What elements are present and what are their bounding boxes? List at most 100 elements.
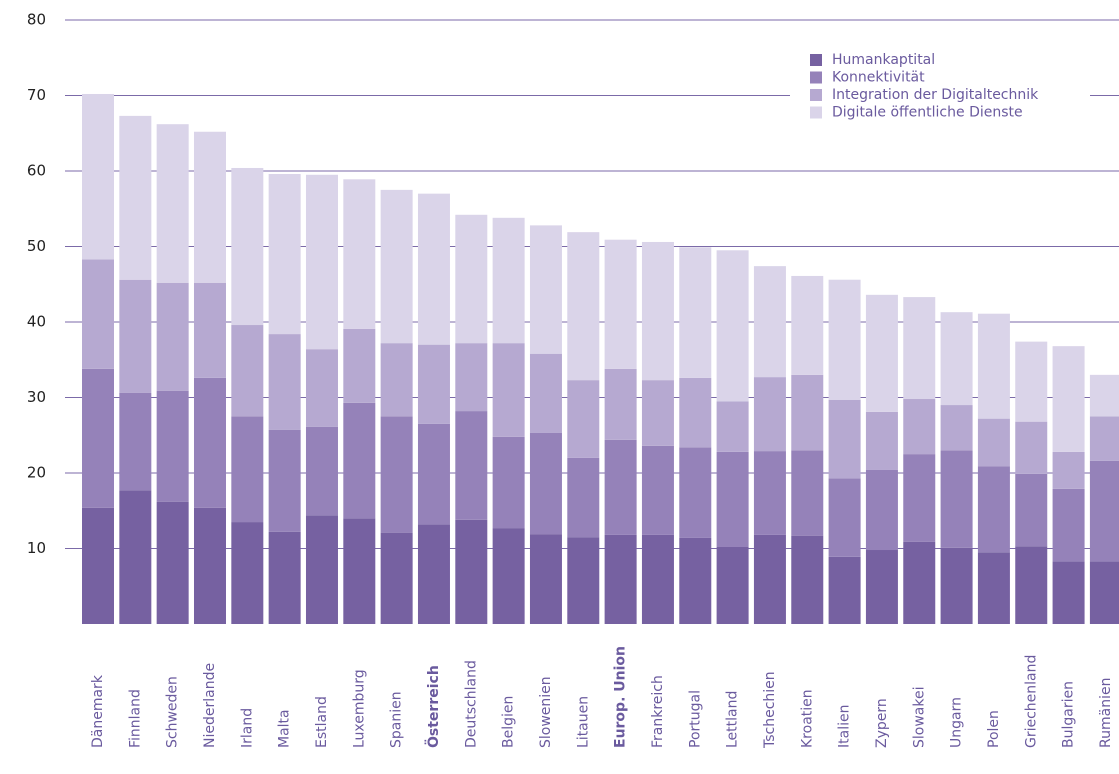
bar-segment <box>193 377 226 508</box>
legend-label: Digitale öffentliche Dienste <box>832 105 1023 121</box>
bar-segment <box>343 179 376 329</box>
bar-segment <box>1052 488 1085 562</box>
bar-segment <box>716 401 749 452</box>
bar-segment <box>977 552 1010 624</box>
bar-segment <box>529 432 562 535</box>
y-tick-label: 40 <box>27 313 46 331</box>
bar-segment <box>343 402 376 519</box>
bar-segment <box>940 450 973 548</box>
bar-segment <box>604 239 637 369</box>
bar-segment <box>492 528 525 624</box>
x-tick-label: Portugal <box>687 690 703 748</box>
legend-label: Konnektivität <box>832 70 925 86</box>
bar-segment <box>268 429 301 532</box>
bar-segment <box>455 411 488 520</box>
bar-segment <box>791 374 824 451</box>
bar-segment <box>641 380 674 446</box>
y-tick-label: 10 <box>27 539 46 557</box>
bar-segment <box>679 447 712 538</box>
bar-segment <box>193 131 226 283</box>
bar-segment <box>1015 546 1048 624</box>
bar-segment <box>1089 416 1119 461</box>
x-tick-label: Spanien <box>389 691 405 748</box>
x-tick-label: Finnland <box>127 689 143 748</box>
x-tick-label: Belgien <box>501 696 517 748</box>
bar-segment <box>641 534 674 624</box>
x-tick-label: Bulgarien <box>1061 681 1077 748</box>
x-tick-label: Litauen <box>575 696 591 748</box>
bar-segment <box>903 454 936 542</box>
bar-segment <box>567 537 600 624</box>
bar-segment <box>641 241 674 381</box>
y-tick-label: 60 <box>27 162 46 180</box>
legend-label: Integration der Digitaltechnik <box>832 87 1039 103</box>
bar-segment <box>380 189 413 344</box>
bar-segment <box>865 469 898 551</box>
bar-segment <box>716 546 749 624</box>
bar-segment <box>305 174 338 350</box>
x-tick-label: Schweden <box>165 676 181 748</box>
bar-segment <box>791 535 824 624</box>
x-tick-label: Slowenien <box>538 676 554 748</box>
bar-segment <box>716 250 749 402</box>
x-tick-label: Zypern <box>874 698 890 748</box>
bar-segment <box>492 436 525 529</box>
bar-segment <box>231 325 264 417</box>
bar-segment <box>1089 460 1119 562</box>
x-tick-label: Rumänien <box>1098 678 1114 748</box>
x-tick-label: Malta <box>277 709 293 748</box>
x-tick-label: Frankreich <box>650 675 666 748</box>
bar-segment <box>828 478 861 557</box>
bar-segment <box>492 343 525 437</box>
bar-segment <box>529 534 562 624</box>
bar-segment <box>753 266 786 378</box>
bar-segment <box>305 349 338 427</box>
bar-segment <box>305 515 338 624</box>
y-tick-label: 70 <box>27 86 46 104</box>
bar-segment <box>679 377 712 448</box>
bar-segment <box>455 519 488 624</box>
bar-segment <box>828 279 861 400</box>
bar-segment <box>865 411 898 470</box>
x-tick-label: Deutschland <box>463 660 479 748</box>
bar-segment <box>82 93 114 260</box>
x-tick-label: Irland <box>239 708 255 748</box>
bar-segment <box>268 174 301 335</box>
bar-segment <box>1089 561 1119 624</box>
legend-label: Humankaptital <box>832 52 935 68</box>
bar-segment <box>268 334 301 430</box>
x-tick-label: Polen <box>986 710 1002 748</box>
bar-segment <box>119 490 152 624</box>
x-tick-label: Ungarn <box>949 697 965 748</box>
x-tick-label: Luxemburg <box>351 669 367 748</box>
bar-segment <box>604 439 637 535</box>
x-tick-label: Niederlande <box>202 663 218 748</box>
bar-segment <box>343 518 376 624</box>
bar-segment <box>380 532 413 624</box>
bar-segment <box>82 259 114 369</box>
bar-segment <box>865 294 898 412</box>
bar-segment <box>156 282 189 391</box>
bar-segment <box>1015 421 1048 474</box>
y-tick-label: 80 <box>27 11 46 29</box>
bar-segment <box>119 279 152 393</box>
bar-segment <box>567 232 600 381</box>
bar-segment <box>529 353 562 433</box>
legend-swatch <box>810 89 822 101</box>
bar-segment <box>455 343 488 412</box>
bar-segment <box>1089 374 1119 417</box>
bar-segment <box>940 547 973 624</box>
x-tick-label: Europ. Union <box>613 646 629 748</box>
bar-segment <box>679 537 712 624</box>
bar-segment <box>119 115 152 280</box>
bar-segment <box>977 418 1010 467</box>
bar-segment <box>1015 341 1048 422</box>
bar-segment <box>417 344 450 424</box>
x-tick-label: Dänemark <box>90 674 106 748</box>
bar-segment <box>903 541 936 624</box>
legend-swatch <box>810 106 822 119</box>
x-tick-label: Italien <box>837 705 853 748</box>
bar-segment <box>529 225 562 354</box>
bar-segment <box>455 214 488 344</box>
